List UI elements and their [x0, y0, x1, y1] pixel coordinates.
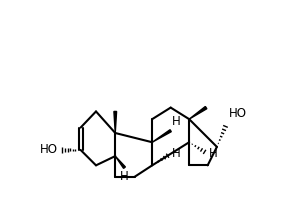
- Polygon shape: [115, 156, 125, 168]
- Text: H: H: [208, 147, 217, 160]
- Text: H: H: [120, 170, 129, 183]
- Polygon shape: [152, 130, 171, 142]
- Text: HO: HO: [40, 143, 58, 156]
- Text: H: H: [172, 147, 180, 160]
- Text: H: H: [172, 115, 180, 128]
- Text: HO: HO: [228, 107, 246, 120]
- Polygon shape: [114, 112, 117, 133]
- Polygon shape: [189, 106, 207, 119]
